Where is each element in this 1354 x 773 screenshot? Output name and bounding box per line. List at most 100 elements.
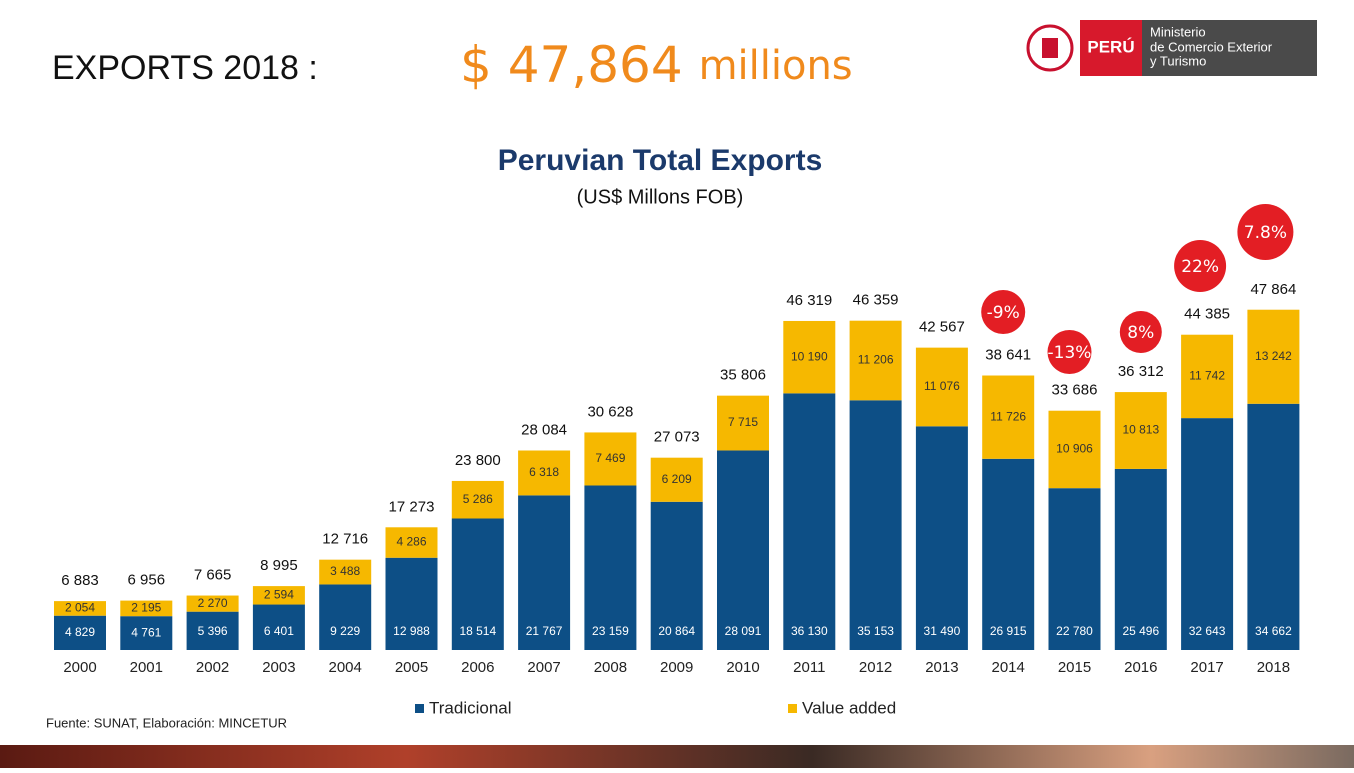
bar-segment (1247, 309, 1300, 404)
x-tick-label: 2012 (859, 659, 892, 676)
total-label: 23 800 (455, 452, 501, 469)
legend-label: Value added (802, 698, 896, 717)
bar-segment (982, 458, 1035, 650)
value-label: 10 190 (791, 349, 828, 363)
value-label: 26 915 (990, 624, 1027, 638)
header-title: EXPORTS 2018 : (52, 49, 318, 87)
total-label: 35 806 (720, 367, 766, 384)
logo: PERÚ Ministerio de Comercio Exterior y T… (1026, 20, 1317, 76)
value-label: 11 742 (1189, 369, 1225, 383)
bar-segment (650, 501, 703, 650)
bar-segment (849, 320, 902, 401)
value-label: 20 864 (658, 624, 695, 638)
total-label: 33 686 (1052, 382, 1098, 399)
value-label: 11 726 (990, 409, 1026, 423)
amount: $ 47,864 (460, 36, 683, 94)
bar-segment (385, 527, 438, 558)
value-label: 11 076 (924, 379, 960, 393)
bar-segment (54, 615, 106, 650)
x-tick-label: 2002 (196, 659, 229, 676)
bar-segment (783, 320, 836, 394)
bar-segment (650, 457, 703, 502)
growth-badge (1119, 311, 1162, 353)
growth-badge (1237, 204, 1294, 260)
x-tick-label: 2000 (63, 659, 96, 676)
x-tick-label: 2004 (329, 659, 362, 676)
value-label: 25 496 (1122, 624, 1159, 638)
bar-segment (849, 400, 902, 650)
growth-badge (1047, 330, 1092, 374)
value-label: 31 490 (924, 624, 961, 638)
logo-ministry: y Turismo (1150, 53, 1206, 68)
total-label: 46 319 (786, 292, 832, 309)
value-label: 36 130 (791, 624, 828, 638)
bar-segment (1114, 392, 1167, 469)
value-label: 7 469 (595, 451, 625, 465)
total-label: 7 665 (194, 567, 232, 584)
x-tick-label: 2017 (1190, 659, 1223, 676)
total-label: 42 567 (919, 319, 965, 336)
value-label: 4 761 (131, 625, 161, 639)
bar-segment (1048, 410, 1101, 489)
bar-segment (717, 395, 769, 451)
value-label: 9 229 (330, 624, 360, 638)
logo-ministry: Ministerio (1150, 24, 1206, 39)
source-note: Fuente: SUNAT, Elaboración: MINCETUR (46, 715, 287, 730)
bar-segment (1114, 468, 1167, 650)
bar-segment (252, 604, 305, 650)
bar-segment (584, 485, 637, 650)
x-tick-label: 2003 (262, 659, 295, 676)
value-label: 6 401 (264, 624, 294, 638)
bar-segment (915, 347, 968, 427)
bar-segment (252, 586, 305, 605)
value-label: 22 780 (1056, 624, 1093, 638)
total-label: 46 359 (853, 292, 899, 309)
total-label: 12 716 (322, 531, 368, 548)
growth-label: 22% (1181, 257, 1219, 277)
unit: millions (699, 43, 853, 89)
x-tick-label: 2005 (395, 659, 428, 676)
total-label: 27 073 (654, 429, 700, 446)
x-tick-label: 2015 (1058, 659, 1091, 676)
x-tick-label: 2016 (1124, 659, 1157, 676)
value-label: 3 488 (330, 564, 360, 578)
legend-label: Tradicional (429, 698, 512, 717)
value-label: 4 829 (65, 625, 95, 639)
value-label: 23 159 (592, 624, 629, 638)
value-label: 5 286 (463, 492, 493, 506)
total-label: 28 084 (521, 421, 567, 438)
value-label: 6 209 (662, 472, 692, 486)
x-tick-label: 2001 (130, 659, 163, 676)
value-label: 34 662 (1255, 624, 1292, 638)
value-label: 2 054 (65, 601, 95, 615)
bar-segment (451, 480, 504, 519)
x-tick-label: 2018 (1257, 659, 1290, 676)
bar-segment (584, 432, 637, 486)
x-tick-label: 2007 (527, 659, 560, 676)
bar-segment (319, 584, 372, 650)
bar-segment (1048, 488, 1101, 650)
total-label: 36 312 (1118, 363, 1164, 380)
total-label: 38 641 (985, 346, 1031, 363)
bar-segment (385, 557, 438, 650)
total-label: 44 385 (1184, 306, 1230, 323)
growth-badge (981, 290, 1026, 334)
value-label: 10 906 (1056, 442, 1093, 456)
value-label: 21 767 (526, 624, 563, 638)
total-label: 6 883 (61, 572, 99, 589)
total-label: 30 628 (587, 403, 633, 420)
bar-segment (1181, 334, 1234, 419)
growth-label: 7.8% (1244, 223, 1287, 243)
value-label: 12 988 (393, 624, 430, 638)
value-label: 35 153 (857, 624, 894, 638)
total-label: 8 995 (260, 557, 298, 574)
bar-segment (518, 495, 571, 650)
bar-segment (518, 450, 571, 496)
legend-swatch (788, 704, 797, 713)
value-label: 18 514 (459, 624, 496, 638)
growth-label: 8% (1127, 323, 1154, 343)
x-tick-label: 2010 (726, 659, 759, 676)
x-tick-label: 2009 (660, 659, 693, 676)
